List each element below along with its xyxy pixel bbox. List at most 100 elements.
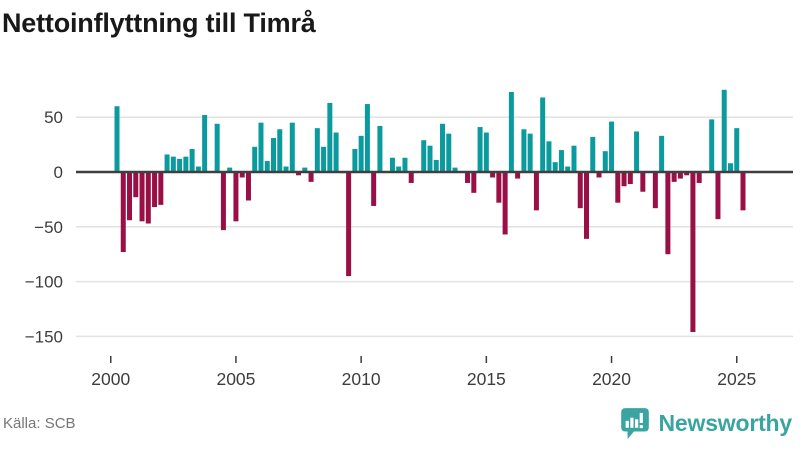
bar-positive bbox=[264, 161, 270, 172]
bar-negative bbox=[690, 172, 696, 333]
x-axis-tick-label: 2000 bbox=[91, 369, 130, 389]
bar-negative bbox=[715, 172, 721, 220]
bar-positive bbox=[271, 138, 276, 172]
x-axis-tick-label: 2020 bbox=[592, 369, 631, 389]
bar-positive bbox=[609, 121, 615, 172]
bar-negative bbox=[684, 172, 690, 176]
bar-positive bbox=[571, 145, 577, 172]
bar-negative bbox=[233, 172, 239, 222]
bar-negative bbox=[220, 172, 226, 231]
bar-positive bbox=[590, 136, 596, 172]
x-axis-tick-label: 2025 bbox=[717, 369, 756, 389]
bar-positive bbox=[421, 140, 427, 172]
bar-chart: 50 0 −50 −100 −150 2000 2005 2010 2015 2020 2025 bbox=[0, 55, 800, 400]
x-axis-tick-label: 2010 bbox=[342, 369, 381, 389]
bar-positive bbox=[183, 156, 189, 172]
bar-positive bbox=[552, 162, 558, 172]
bar-negative bbox=[371, 172, 377, 206]
bar-positive bbox=[477, 127, 483, 172]
bar-positive bbox=[521, 129, 527, 172]
bar-positive bbox=[396, 166, 402, 172]
bar-positive bbox=[252, 146, 258, 172]
bar-positive bbox=[302, 167, 308, 172]
bar-positive bbox=[314, 128, 320, 172]
bar-negative bbox=[139, 172, 145, 222]
bar-positive bbox=[214, 123, 220, 172]
bar-negative bbox=[296, 172, 302, 176]
bar-negative bbox=[245, 172, 251, 201]
newsworthy-logo[interactable]: Newsworthy bbox=[619, 406, 792, 440]
bar-positive bbox=[709, 119, 715, 172]
bar-positive bbox=[327, 102, 333, 172]
bar-negative bbox=[152, 172, 158, 208]
source-label: Källa: SCB bbox=[3, 414, 76, 432]
bar-negative bbox=[677, 172, 683, 179]
bar-negative bbox=[696, 172, 702, 183]
bar-positive bbox=[659, 135, 665, 172]
bar-negative bbox=[133, 172, 139, 198]
bar-negative bbox=[127, 172, 133, 221]
bar-negative bbox=[577, 172, 583, 209]
bar-positive bbox=[195, 166, 201, 172]
bar-negative bbox=[533, 172, 539, 211]
bar-positive bbox=[602, 151, 608, 172]
bar-negative bbox=[515, 172, 521, 179]
bar-negative bbox=[471, 172, 477, 193]
bar-negative bbox=[120, 172, 126, 253]
bar-positive bbox=[427, 145, 433, 172]
bar-positive bbox=[727, 163, 733, 172]
bar-positive bbox=[540, 97, 546, 172]
bar-negative bbox=[640, 172, 646, 192]
newsworthy-bars-icon bbox=[620, 408, 649, 439]
footer: Källa: SCB Newsworthy bbox=[0, 404, 800, 450]
bar-positive bbox=[358, 135, 364, 172]
bar-positive bbox=[277, 129, 283, 172]
bar-positive bbox=[721, 89, 727, 172]
y-axis-tick-label: 50 bbox=[44, 108, 63, 127]
bar-negative bbox=[652, 172, 658, 209]
y-axis-tick-label: −100 bbox=[25, 273, 63, 292]
bar-positive bbox=[333, 132, 339, 172]
bar-positive bbox=[634, 131, 640, 172]
bar-negative bbox=[627, 172, 633, 185]
bar-negative bbox=[665, 172, 671, 255]
bar-negative bbox=[502, 172, 508, 235]
bar-positive bbox=[177, 158, 183, 172]
bar-negative bbox=[346, 172, 352, 277]
bar-negative bbox=[621, 172, 627, 187]
bar-positive bbox=[452, 167, 458, 172]
bar-negative bbox=[490, 172, 496, 178]
bar-positive bbox=[440, 123, 446, 172]
bar-positive bbox=[364, 104, 370, 172]
bar-positive bbox=[258, 122, 264, 172]
bar-positive bbox=[446, 133, 452, 172]
bar-negative bbox=[740, 172, 746, 211]
bar-positive bbox=[527, 133, 533, 172]
y-axis-tick-label: 0 bbox=[54, 163, 63, 182]
bar-negative bbox=[584, 172, 589, 239]
bar-negative bbox=[408, 172, 414, 183]
chart-title: Nettoinflyttning till Timrå bbox=[2, 8, 316, 38]
bar-positive bbox=[734, 128, 740, 172]
bar-negative bbox=[145, 172, 151, 224]
bar-positive bbox=[289, 122, 295, 172]
bar-positive bbox=[227, 167, 233, 172]
y-axis-tick-label: −50 bbox=[34, 218, 63, 237]
bar-positive bbox=[164, 154, 170, 172]
bar-negative bbox=[496, 172, 502, 203]
bar-positive bbox=[352, 148, 358, 172]
bar-negative bbox=[671, 172, 677, 182]
bar-positive bbox=[558, 150, 564, 172]
bar-positive bbox=[170, 156, 176, 172]
bar-positive bbox=[389, 157, 395, 172]
bar-positive bbox=[202, 115, 208, 172]
bar-positive bbox=[283, 166, 289, 172]
y-axis-tick-label: −150 bbox=[25, 327, 63, 346]
bar-positive bbox=[402, 157, 408, 172]
bar-positive bbox=[483, 132, 489, 172]
x-axis-tick-label: 2005 bbox=[216, 369, 255, 389]
bar-negative bbox=[596, 172, 602, 178]
chart-svg: 50 0 −50 −100 −150 2000 2005 2010 2015 2020 2025 bbox=[25, 89, 793, 389]
bar-positive bbox=[565, 166, 571, 172]
bar-positive bbox=[508, 91, 514, 172]
